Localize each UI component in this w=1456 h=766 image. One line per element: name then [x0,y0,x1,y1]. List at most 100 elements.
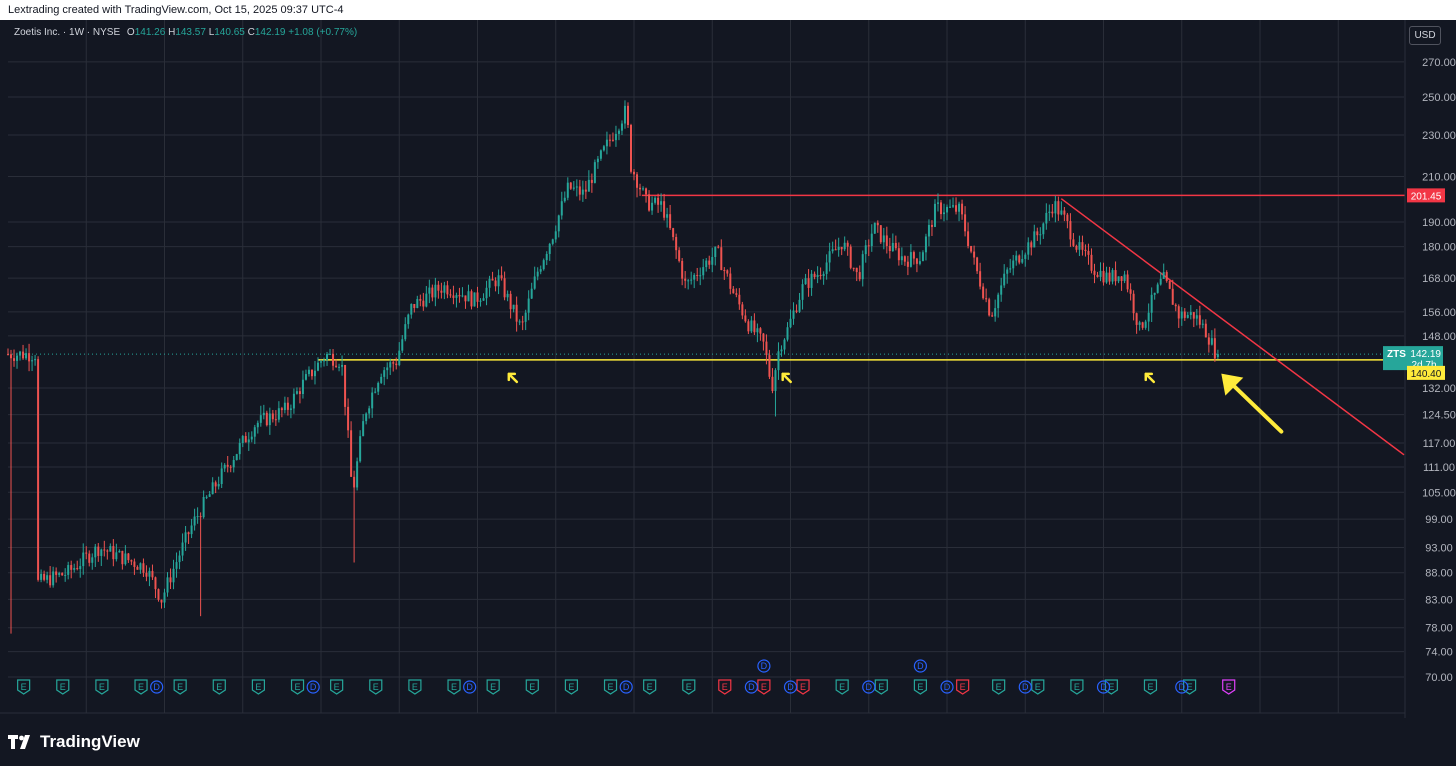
candle-body [639,187,642,190]
earnings-marker-text: E [878,682,884,692]
candle-body [750,320,753,332]
earnings-marker-shape [1031,679,1045,695]
support-touch-arrow-shape [1144,372,1156,384]
earnings-marker-miss: E [796,679,810,695]
candle-body [262,412,265,416]
candle-body [332,353,335,366]
currency-button[interactable]: USD [1409,26,1441,45]
candle-body [265,412,268,426]
candle-body [515,304,518,322]
earnings-marker-text: E [373,682,379,692]
candle-body [1036,231,1039,236]
candle-body [696,274,699,276]
candle-body [810,273,813,288]
time-axis[interactable]: Jul2019Jul2020Jul2021Jul2022Jul2023Jul20… [0,712,1405,718]
earnings-marker-miss-text: E [960,682,966,692]
candle-body [744,315,747,322]
candle-body [371,392,374,409]
support-touch-arrow [1144,372,1156,384]
candle-body [626,105,629,126]
candle-body [1054,201,1057,214]
annotation-lines [8,194,1405,456]
candle-body [22,351,25,359]
candle-body [831,249,834,252]
candle-body [46,575,49,580]
symbol-legend: Zoetis Inc. · 1W · NYSE O141.26 H143.57 … [14,27,357,38]
price-level-label-bg [1407,188,1445,203]
candle-body [732,288,735,294]
price-chart[interactable]: E E E E E E E E E E E E E E E E E E E E EE E E E E EE E E ED D D D D D D D D… [0,20,1456,718]
candle-body [494,280,497,287]
earnings-marker: E [1070,679,1084,695]
candle-body [473,292,476,307]
earnings-marker-text: E [490,682,496,692]
close-value: 142.19 [254,27,286,38]
candle-body [1111,270,1114,282]
earnings-marker-shape [682,679,696,695]
earnings-marker-text: E [1074,682,1080,692]
candle-body [404,324,407,340]
candle-body [1150,294,1153,313]
candle-body [1099,270,1102,277]
candle-body [365,413,368,422]
candle-body [82,552,85,567]
candle-body [943,212,946,215]
candle-body [927,224,930,237]
candle-body [16,355,19,361]
candle-body [783,339,786,350]
candle-body [900,256,903,261]
candle-body [705,260,708,268]
earnings-marker-shape [525,679,539,695]
candle-body [1015,255,1018,261]
candle-body [467,291,470,302]
dividend-marker: D [940,680,954,694]
candle-body [852,267,855,269]
price-level-text: 140.40 [1411,369,1442,380]
candle-body [350,430,353,477]
candle-body [1018,255,1021,263]
high-label: H [168,27,176,38]
candle-body [166,577,169,593]
open-label: O [126,27,135,38]
candle-body [1183,311,1186,318]
dividend-marker-shape [1018,680,1032,694]
candle-body [274,419,277,421]
dividend-marker-text: D [153,682,160,692]
earnings-marker-miss-text: E [722,682,728,692]
dividend-marker-shape [150,680,164,694]
earnings-marker: E [603,679,618,695]
candle-body [786,327,789,340]
candle-body [97,546,100,556]
candle-body [377,382,380,392]
dividend-marker-shape [940,680,954,694]
candle-body [217,484,220,487]
candle-body [533,276,536,289]
earnings-marker: E [95,679,109,695]
candle-body [617,130,620,134]
candle-body [70,565,73,570]
candle-body [1030,242,1033,248]
earnings-marker-miss: E [956,679,970,695]
candle-body [903,256,906,262]
candle-body [1090,254,1093,271]
candle-body [545,253,548,261]
candle-body [449,294,452,296]
candle-body [590,179,593,183]
candle-body [1039,234,1042,236]
candle-body [1171,288,1174,305]
candle-body [10,354,13,359]
dividend-marker-shape [757,659,771,673]
candle-body [497,275,500,287]
candle-body [28,353,31,362]
candle-body [383,370,386,377]
candle-body [672,228,675,238]
candle-body [518,321,521,323]
price-axis[interactable]: 70.00 74.00 78.00 83.00 88.00 93.00 99.00 105.0… [1383,20,1456,718]
earnings-marker: E [643,679,657,695]
earnings-marker-shape [173,679,187,695]
candle-body [955,205,958,212]
candle-body [539,269,542,272]
candle-body [1180,311,1183,319]
candle-body [386,367,389,371]
candle-body [976,257,979,272]
